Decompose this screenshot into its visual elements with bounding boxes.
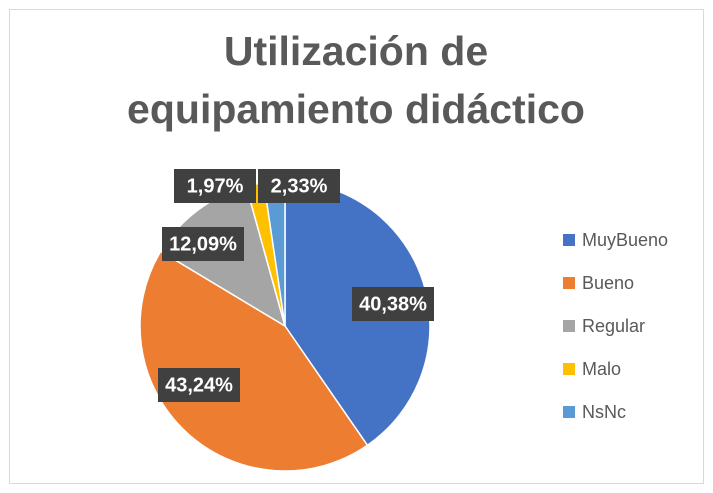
legend-label: MuyBueno xyxy=(582,230,668,250)
data-label: 12,09% xyxy=(169,233,237,255)
data-label: 1,97% xyxy=(187,175,244,197)
legend-label: NsNc xyxy=(582,402,626,422)
legend-swatch xyxy=(563,320,575,332)
legend-swatch xyxy=(563,234,575,246)
data-label-box xyxy=(162,227,244,261)
pie-slice xyxy=(139,250,369,472)
data-label: 2,33% xyxy=(271,175,328,197)
chart-title: Utilización de equipamiento didáctico xyxy=(127,28,585,132)
data-label: 43,24% xyxy=(165,374,233,396)
data-label-box xyxy=(174,169,256,203)
legend-swatch xyxy=(563,363,575,375)
legend-swatch xyxy=(563,277,575,289)
data-label-box xyxy=(158,368,240,402)
data-label-box xyxy=(352,287,434,321)
data-label: 40,38% xyxy=(359,293,427,315)
legend-label: Bueno xyxy=(582,273,634,293)
legend-swatch xyxy=(563,406,575,418)
data-label-box xyxy=(258,169,340,203)
legend-label: Malo xyxy=(582,359,621,379)
legend-label: Regular xyxy=(582,316,645,336)
